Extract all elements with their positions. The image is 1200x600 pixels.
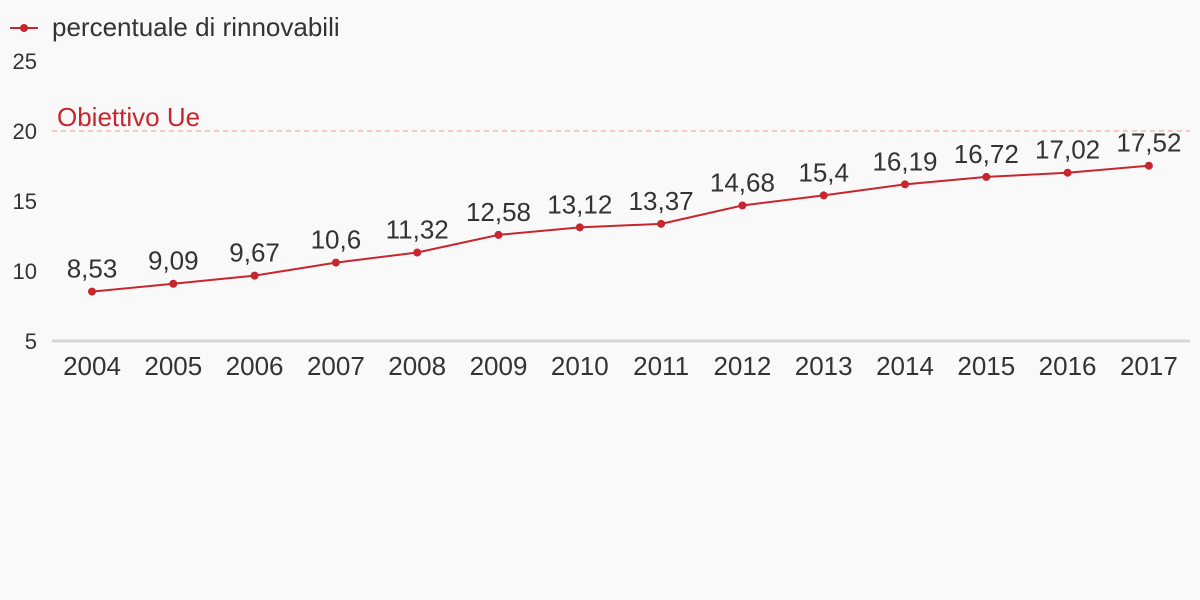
x-tick-label: 2009: [470, 351, 528, 381]
data-label: 14,68: [710, 167, 775, 197]
data-label: 13,37: [629, 186, 694, 216]
series-line: [91, 164, 1149, 293]
y-axis: 25 20 15 10 5: [13, 49, 37, 354]
data-label: 15,4: [798, 157, 849, 187]
legend-label: percentuale di rinnovabili: [52, 12, 340, 42]
data-point: [657, 219, 666, 228]
data-label: 11,32: [386, 215, 449, 245]
legend-dot-marker: [20, 24, 28, 32]
data-point: [413, 248, 422, 257]
x-tick-label: 2008: [388, 351, 446, 381]
data-label: 9,67: [229, 238, 280, 268]
x-tick-label: 2007: [307, 351, 365, 381]
data-point: [738, 201, 747, 210]
data-label: 17,52: [1116, 128, 1181, 158]
data-label: 9,09: [148, 246, 199, 276]
data-point: [494, 230, 503, 239]
y-tick-label: 20: [13, 119, 37, 144]
data-label: 16,72: [954, 139, 1019, 169]
x-tick-label: 2005: [144, 351, 202, 381]
data-labels: 8,53 9,09 9,67 10,6 11,32 12,58 13,12 13,37 14,6…: [67, 128, 1182, 284]
data-point: [250, 271, 259, 280]
data-label: 13,12: [547, 189, 612, 219]
data-label: 17,02: [1035, 135, 1100, 165]
data-point: [575, 223, 584, 232]
x-tick-label: 2012: [713, 351, 771, 381]
data-point: [1063, 168, 1072, 177]
x-tick-label: 2011: [633, 351, 689, 381]
data-point: [982, 172, 991, 181]
data-point: [88, 287, 96, 296]
data-point: [169, 279, 178, 288]
x-tick-label: 2016: [1039, 351, 1097, 381]
data-label: 12,58: [466, 197, 531, 227]
y-tick-label: 25: [13, 49, 37, 74]
data-point: [1144, 161, 1153, 170]
x-tick-label: 2004: [63, 351, 121, 381]
data-point: [901, 180, 909, 189]
data-label: 16,19: [872, 146, 937, 176]
x-tick-label: 2006: [226, 351, 284, 381]
target-reference: Obiettivo Ue: [52, 102, 1190, 132]
x-tick-label: 2010: [551, 351, 609, 381]
data-label: 8,53: [67, 254, 118, 284]
y-tick-label: 5: [25, 329, 37, 354]
x-axis: 2004 2005 2006 2007 2008 2009 2010 2011 2012 2013…: [63, 351, 1178, 381]
target-reference-label: Obiettivo Ue: [57, 102, 200, 132]
x-tick-label: 2017: [1120, 351, 1178, 381]
chart-legend: percentuale di rinnovabili: [10, 12, 340, 42]
series-points: [88, 161, 1153, 296]
y-tick-label: 10: [13, 259, 37, 284]
y-tick-label: 15: [13, 189, 37, 214]
x-tick-label: 2014: [876, 351, 934, 381]
data-point: [819, 191, 828, 200]
x-tick-label: 2013: [795, 351, 853, 381]
data-label: 10,6: [311, 225, 362, 255]
data-point: [331, 258, 340, 267]
x-tick-label: 2015: [957, 351, 1015, 381]
